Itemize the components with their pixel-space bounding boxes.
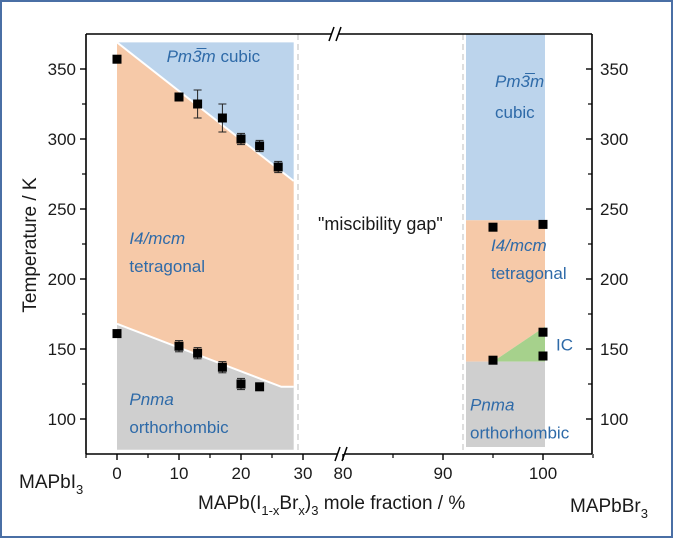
right-endmember-label: MAPbBr3 [570, 496, 648, 521]
data-point [193, 348, 203, 358]
data-point [273, 162, 283, 172]
boundary-cubic-tetragonal [116, 41, 295, 182]
right-endmember-sub: 3 [641, 506, 648, 521]
axes: 100 100 150 150 200 200 250 250 300 300 350 350 0 10 2… [48, 26, 628, 483]
x-tick-label: 20 [232, 464, 251, 483]
y-tick-label-left: 350 [48, 60, 76, 79]
y-tick-label-right: 350 [600, 60, 628, 79]
data-point [538, 327, 548, 337]
data-point [217, 362, 227, 372]
region-cubic [117, 42, 294, 182]
phase-label-italic: Pnma [470, 396, 514, 415]
data-points [112, 54, 548, 392]
x-tick-label: 30 [294, 464, 313, 483]
phase-label-italic: I4/mcm [491, 236, 547, 255]
right-endmember-main: MAPbBr [570, 496, 641, 517]
left-endmember-sub: 3 [76, 482, 83, 497]
left-endmember-main: MAPbI [19, 472, 76, 493]
y-tick-label-right: 100 [600, 410, 628, 429]
axis-break-mark [328, 26, 335, 42]
region-orthorhombic [117, 323, 294, 450]
x-axis-title: MAPb(I1-xBrx)3 mole fraction / % [198, 493, 465, 518]
phase-labels: Pm3̅m cubic I4/mcm tetragonal Pnma orthorhom… [129, 47, 573, 443]
y-tick-label-left: 150 [48, 340, 76, 359]
phase-label-text: orthorhombic [470, 424, 570, 443]
region-tetragonal [466, 220, 545, 362]
data-point [112, 54, 122, 64]
data-point [236, 379, 246, 389]
phase-label-r-tet-2: tetragonal [491, 264, 567, 283]
data-point [538, 351, 548, 361]
y-tick-label-right: 150 [600, 340, 628, 359]
xlabel-sub: 3 [311, 503, 318, 518]
phase-regions [116, 34, 545, 450]
data-point [193, 99, 203, 109]
boundary-tetragonal-orthorhombic [116, 322, 294, 388]
phase-label-r-cubic-2: cubic [495, 103, 535, 122]
data-point [174, 92, 184, 102]
data-point [538, 219, 548, 229]
phase-label-l-orth-2: orthorhombic [129, 418, 229, 437]
xlabel-sub: x [298, 503, 305, 518]
data-point [255, 382, 265, 392]
region-orthorhombic [466, 361, 545, 447]
phase-label-text: tetragonal [129, 257, 205, 276]
y-tick-label-left: 100 [48, 410, 76, 429]
xlabel-part: ) [305, 493, 311, 514]
phase-label-italic: Pm3̅m [495, 72, 544, 91]
phase-label-text: orthorhombic [129, 418, 229, 437]
dashed-boundaries [297, 34, 464, 454]
region-tetragonal [117, 42, 294, 387]
phase-label-l-tet-1: I4/mcm [129, 229, 185, 248]
phase-label-r-ic: IC [556, 335, 573, 354]
phase-label-text: cubic [216, 47, 261, 66]
miscibility-gap-annotation: "miscibility gap" [318, 214, 443, 234]
data-point [236, 134, 246, 144]
phase-label-l-orth-1: Pnma [129, 390, 173, 409]
xlabel-part: MAPb(I [198, 493, 261, 514]
phase-label-italic: Pnma [129, 390, 173, 409]
xlabel-part: Br [279, 493, 299, 514]
phase-label-italic: Pm3̅m [167, 47, 216, 66]
data-point [488, 222, 498, 232]
phase-label-text: tetragonal [491, 264, 567, 283]
phase-label-l-cubic: Pm3̅m cubic [167, 47, 261, 66]
region-IC [493, 326, 545, 362]
x-tick-label: 0 [112, 464, 121, 483]
phase-label-r-cubic-1: Pm3̅m [495, 72, 544, 91]
y-tick-label-left: 300 [48, 130, 76, 149]
xlabel-part: mole fraction / % [318, 493, 465, 514]
x-tick-label: 90 [434, 464, 453, 483]
data-point [112, 329, 122, 339]
phase-label-l-tet-2: tetragonal [129, 257, 205, 276]
y-tick-label-right: 300 [600, 130, 628, 149]
phase-label-r-tet-1: I4/mcm [491, 236, 547, 255]
data-point [217, 113, 227, 123]
x-tick-label: 100 [529, 464, 557, 483]
phase-label-text: IC [556, 335, 573, 354]
data-point [488, 355, 498, 365]
x-tick-label: 80 [334, 464, 353, 483]
y-tick-label-right: 200 [600, 270, 628, 289]
axis-break-mark [335, 26, 342, 42]
axis-break-mark [334, 446, 341, 462]
phase-label-r-orth-1: Pnma [470, 396, 514, 415]
data-point [174, 341, 184, 351]
y-axis-title: Temperature / K [20, 177, 41, 312]
left-endmember-label: MAPbI3 [19, 472, 83, 497]
phase-label-italic: I4/mcm [129, 229, 185, 248]
x-tick-label: 10 [170, 464, 189, 483]
xlabel-sub: 1-x [261, 503, 280, 518]
region-cubic [466, 34, 545, 221]
data-point [255, 141, 265, 151]
phase-label-text: cubic [495, 103, 535, 122]
y-tick-label-right: 250 [600, 200, 628, 219]
y-tick-label-left: 250 [48, 200, 76, 219]
y-tick-label-left: 200 [48, 270, 76, 289]
phase-label-r-orth-2: orthorhombic [470, 424, 570, 443]
